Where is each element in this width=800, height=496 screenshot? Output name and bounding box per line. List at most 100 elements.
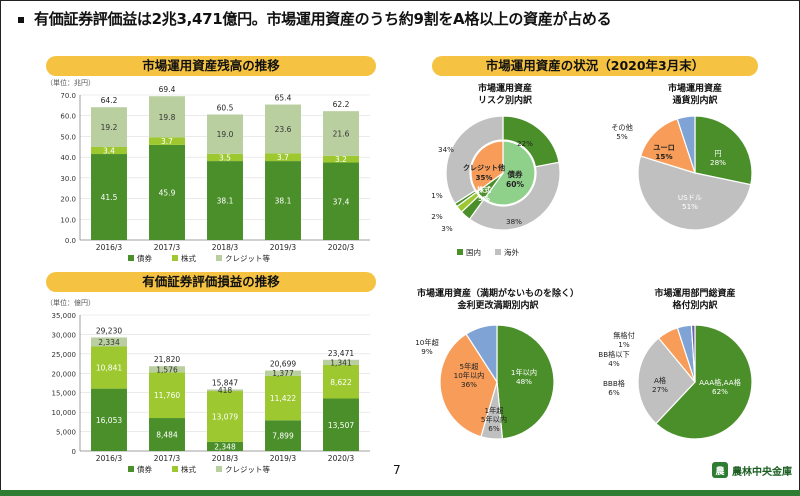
pie-label: その他 [611,123,633,132]
y-tick-label: 25,000 [52,351,77,359]
pie-risk-subtitle: 市場運用資産 リスク別内訳 [400,83,610,107]
pie-label: BBB格 [603,379,626,388]
bar-total-label: 65.4 [275,94,292,103]
pie-slice [465,324,498,385]
pie-label: 15% [655,152,672,161]
bar-value-label: 3.7 [161,137,173,146]
bar-segment [207,389,243,392]
pie-rating-subtitle-line1: 市場運用部門総資産 [654,289,736,299]
bar-total-label: 60.5 [217,103,234,112]
pie-maturity-subtitle-line1: 市場運用資産（満期がないものを除く） [416,289,579,299]
bar-total-label: 29,230 [96,326,122,335]
pie-slice [655,324,753,440]
bar-chart-2-title: 有価証券評価損益の推移 [46,272,376,292]
legend-swatch [216,466,222,472]
x-tick-label: 2020/3 [328,454,355,463]
y-tick-label: 30.0 [60,175,76,183]
pie-rating-subtitle-line2: 格付別内訳 [672,301,718,311]
bar-total-label: 64.2 [101,96,118,105]
y-tick-label: 15,000 [52,390,77,398]
y-tick-label: 0 [72,448,76,456]
pie-inner-slice [470,140,504,193]
unit-label: （単位：兆円） [46,78,95,87]
pie-inner-slice [483,140,536,206]
pie-label: 27% [652,385,668,394]
pie-inner-label: 株式 [477,185,491,194]
bar-segment [265,420,301,451]
bar-value-label: 7,899 [272,432,294,441]
pie-outer-label: 1% [431,191,443,200]
x-tick-label: 2019/3 [270,243,297,252]
legend-label: 株式 [181,253,196,263]
legend-label: クレジット等 [225,464,270,474]
bar-value-label: 23.6 [275,125,292,134]
bar-segment [149,137,185,145]
bar-segment [323,111,359,156]
y-tick-label: 5,000 [56,429,76,437]
pie-label: 4% [608,359,620,368]
legend-label: クレジット等 [225,253,270,263]
pie-risk-subtitle-line2: リスク別内訳 [477,96,532,106]
bar-value-label: 11,760 [154,391,180,400]
pie-label: 28% [710,158,726,167]
bar-segment [207,441,243,451]
bar-value-label: 19.0 [217,130,234,139]
bar-total-label: 20,699 [270,360,296,369]
y-tick-label: 60.0 [60,113,76,121]
pie-section-title: 市場運用資産の状況（2020年3月末） [432,56,758,76]
bar-segment [149,96,185,138]
unit-label: （単位：億円） [46,298,95,307]
pie-slice [439,333,498,438]
pie-label: 5年以内 [481,415,507,424]
headline-text: 有価証券評価益は2兆3,471億円。市場運用資産のうち約9割をA格以上の資産が占… [34,10,612,28]
legend-swatch [216,255,222,261]
bar-value-label: 2,348 [214,442,236,451]
pie-slice [637,337,696,425]
pie-label: 51% [682,202,698,211]
legend-swatch [457,249,463,255]
pie-label: AAA格,AA格 [699,378,742,387]
bar-value-label: 3.7 [277,153,289,162]
bar-total-label: 15,847 [212,378,238,387]
bar-segment [91,146,127,155]
y-tick-label: 40.0 [60,154,76,162]
y-tick-label: 10.0 [60,216,76,224]
bar-segment [91,107,127,147]
pie-inner-pct: 60% [506,180,524,189]
pie-label: 円 [714,149,721,158]
legend-label: 債券 [137,253,152,263]
bar-segment [265,153,301,162]
bar-segment [149,418,185,451]
pie-inner-pct: 5% [478,195,490,203]
pie-label: USドル [678,193,702,202]
pie-slice [676,115,696,174]
pie-label: 1% [618,340,630,349]
pie-outer-slice [445,115,504,205]
bar-value-label: 13,079 [212,412,238,421]
bar-segment [265,375,301,421]
y-tick-label: 30,000 [52,331,77,339]
pie-slice [694,115,753,186]
y-tick-label: 0.0 [65,237,76,245]
pie-label: 無格付 [613,331,635,340]
bar-value-label: 2,334 [98,338,120,347]
pie-outer-slice [468,161,561,231]
pie-outer-label: 38% [506,217,522,226]
logo-mark-icon: 農 [712,462,728,478]
pie-outer-label: 34% [438,145,454,154]
pie-label: A格 [654,376,667,385]
legend-swatch [128,255,134,261]
pie-risk-subtitle-line1: 市場運用資産 [477,84,532,94]
bar-value-label: 3.2 [335,155,347,164]
bar-value-label: 8,484 [156,431,178,440]
headline: 有価証券評価益は2兆3,471億円。市場運用資産のうち約9割をA格以上の資産が占… [18,8,612,29]
footer-bar [0,490,800,496]
bar-segment [149,366,185,373]
bar-value-label: 41.5 [101,193,118,202]
legend-swatch [128,466,134,472]
bar-value-label: 11,422 [270,394,296,403]
bar-value-label: 3.4 [103,147,115,156]
pie-slice [496,324,555,440]
bar-value-label: 418 [218,386,233,395]
